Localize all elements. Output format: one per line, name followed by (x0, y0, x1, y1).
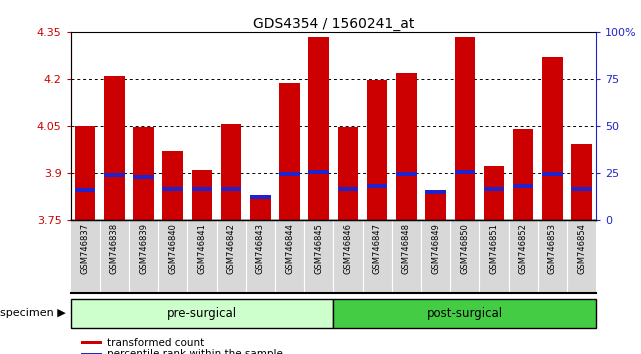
Bar (338, 187, 358, 191)
Text: GSM746845: GSM746845 (314, 223, 323, 274)
Text: GSM746841: GSM746841 (197, 223, 206, 274)
Bar (454, 36, 475, 219)
Text: GSM746851: GSM746851 (490, 223, 499, 274)
Text: GSM746840: GSM746840 (168, 223, 177, 274)
Bar (104, 173, 124, 177)
Text: GSM746847: GSM746847 (372, 223, 381, 274)
Text: GSM746837: GSM746837 (81, 223, 90, 274)
Bar (163, 151, 183, 219)
Text: GSM746843: GSM746843 (256, 223, 265, 274)
Bar (133, 175, 154, 179)
Bar (484, 187, 504, 191)
Bar (571, 187, 592, 191)
Bar (250, 195, 271, 199)
Text: GSM746854: GSM746854 (577, 223, 586, 274)
Bar (513, 129, 533, 219)
Text: GSM746839: GSM746839 (139, 223, 148, 274)
Text: GSM746853: GSM746853 (548, 223, 557, 274)
Text: GSM746850: GSM746850 (460, 223, 469, 274)
Bar (426, 192, 445, 219)
Bar (81, 341, 102, 344)
Bar (333, 299, 596, 328)
Bar (454, 170, 475, 174)
Bar (221, 124, 241, 219)
Text: transformed count: transformed count (107, 337, 204, 348)
Bar (163, 187, 183, 191)
Text: GSM746842: GSM746842 (227, 223, 236, 274)
Text: post-surgical: post-surgical (427, 307, 503, 320)
Text: GSM746844: GSM746844 (285, 223, 294, 274)
Bar (133, 127, 154, 219)
Bar (338, 127, 358, 219)
Bar (221, 187, 241, 191)
Bar (396, 172, 417, 176)
Bar (75, 126, 96, 219)
Bar (279, 84, 300, 219)
Bar (104, 76, 124, 219)
Text: GSM746849: GSM746849 (431, 223, 440, 274)
Bar (542, 172, 563, 176)
Bar (308, 36, 329, 219)
Text: GSM746846: GSM746846 (344, 223, 353, 274)
Bar (396, 73, 417, 219)
Bar (542, 57, 563, 219)
Bar (192, 187, 212, 191)
Bar (250, 195, 271, 219)
Text: percentile rank within the sample: percentile rank within the sample (107, 349, 283, 354)
Bar (484, 166, 504, 219)
Text: pre-surgical: pre-surgical (167, 307, 237, 320)
Bar (308, 170, 329, 175)
Bar (367, 184, 387, 188)
Bar (75, 188, 96, 192)
Bar (71, 299, 333, 328)
Bar (367, 80, 387, 219)
Bar (279, 172, 300, 176)
Bar (81, 353, 102, 354)
Bar (513, 184, 533, 188)
Bar (192, 170, 212, 219)
Bar (426, 190, 445, 194)
Text: specimen ▶: specimen ▶ (0, 308, 65, 318)
Text: GSM746838: GSM746838 (110, 223, 119, 274)
Title: GDS4354 / 1560241_at: GDS4354 / 1560241_at (253, 17, 414, 31)
Text: GSM746852: GSM746852 (519, 223, 528, 274)
Text: GSM746848: GSM746848 (402, 223, 411, 274)
Bar (571, 144, 592, 219)
